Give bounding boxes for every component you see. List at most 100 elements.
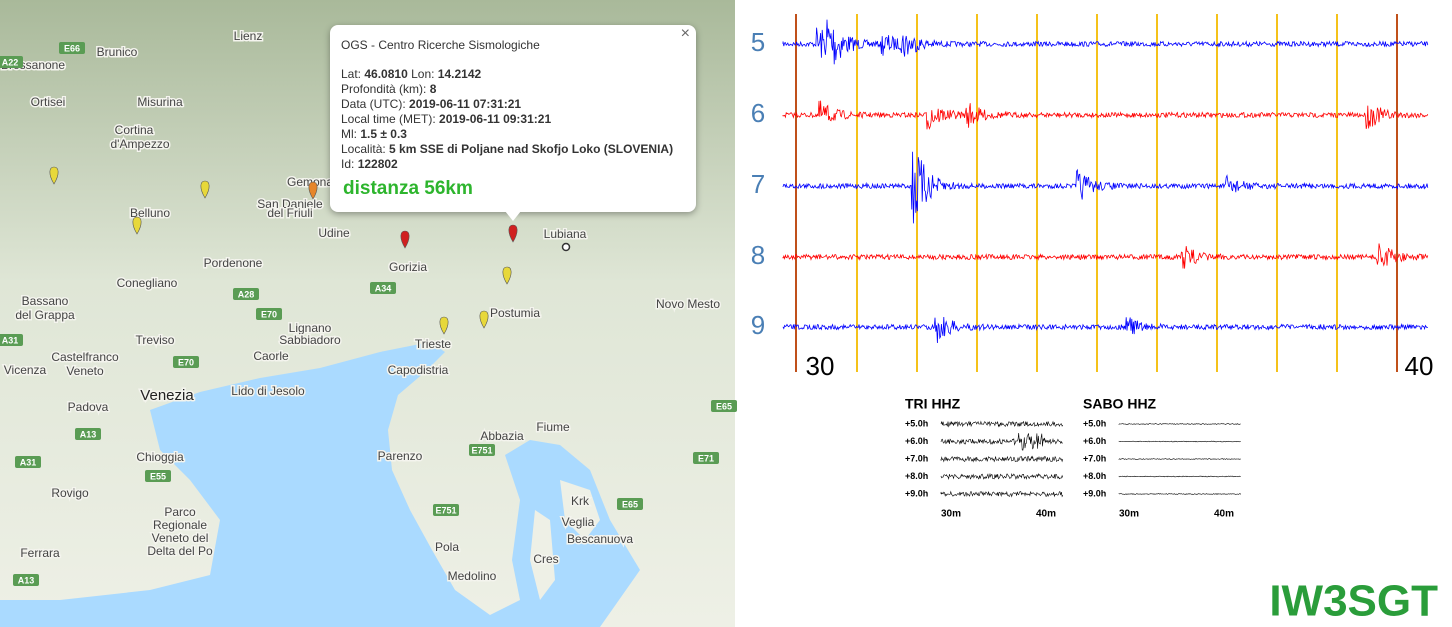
road-label: A31: [20, 457, 37, 467]
road-label: E71: [698, 453, 714, 463]
field-value: 8: [429, 82, 437, 96]
road-shield: [693, 452, 719, 464]
panel-waveform: [940, 472, 1064, 480]
place-label: del Grappa: [15, 308, 75, 322]
panel-row-label: +7.0h: [905, 453, 928, 463]
place-label: Gorizia: [389, 260, 427, 274]
event-marker: [502, 266, 512, 285]
popup-field: Local time (MET): 2019-06-11 09:31:21: [341, 112, 673, 127]
road-shield: [711, 400, 737, 412]
place-label: Novo Mesto: [656, 297, 720, 311]
map-sea: [0, 342, 640, 627]
panel-x-label: 40m: [1036, 509, 1056, 520]
place-label: Sabbiadoro: [279, 333, 341, 347]
place-label: Treviso: [136, 333, 175, 347]
city-marker: [561, 242, 571, 252]
panel-row-label: +8.0h: [905, 471, 928, 481]
road-shield: [617, 498, 643, 510]
popup-field: Località: 5 km SSE di Poljane nad Skofjo…: [341, 142, 673, 157]
field-label: Località:: [341, 142, 386, 156]
event-marker: [439, 316, 449, 335]
road-label: A13: [18, 575, 35, 585]
panel-waveform: [1118, 440, 1241, 443]
waveform: [782, 151, 1429, 224]
place-label: Cortina: [115, 123, 154, 137]
road-label: E751: [435, 505, 456, 515]
popup-title: OGS - Centro Ricerche Sismologiche: [341, 38, 540, 52]
place-label: Postumia: [490, 306, 540, 320]
field-label: Profondità (km):: [341, 82, 427, 96]
place-label: Fiume: [536, 420, 570, 434]
road-shield: [233, 288, 259, 300]
waveform: [782, 19, 1429, 65]
road-shield: [256, 308, 282, 320]
panel-waveform: [1118, 493, 1242, 495]
place-label: Cres: [533, 552, 558, 566]
popup-field: Lat: 46.0810 Lon: 14.2142: [341, 67, 673, 82]
place-label: Misurina: [137, 95, 183, 109]
place-label: Conegliano: [117, 276, 178, 290]
place-label: Ortisei: [31, 95, 66, 109]
panel-waveform: [940, 432, 1063, 451]
road-label: E70: [261, 309, 277, 319]
place-label: Lido di Jesolo: [231, 384, 305, 398]
row-label: 5: [751, 27, 765, 57]
field-value: 14.2142: [437, 67, 482, 81]
place-label: Abbazia: [480, 429, 524, 443]
place-label: Vicenza: [4, 363, 47, 377]
place-label: Chioggia: [136, 450, 184, 464]
road-label: E751: [471, 445, 492, 455]
place-label: del Friuli: [267, 206, 312, 220]
road-shield: [433, 504, 459, 516]
event-marker: [132, 216, 142, 235]
place-label: Lignano: [289, 321, 332, 335]
field-value: 122802: [357, 157, 398, 171]
row-label: 8: [751, 240, 765, 270]
popup: OGS - Centro Ricerche Sismologiche Lat: …: [330, 25, 696, 212]
seismo-bg: [735, 0, 1452, 627]
field-value: 5 km SSE di Poljane nad Skofjo Loko (SLO…: [389, 142, 674, 156]
panel-row-label: +6.0h: [1083, 436, 1106, 446]
panel-row-label: +9.0h: [905, 488, 928, 498]
field-value: 1.5 ± 0.3: [360, 127, 407, 141]
road-shield: [59, 42, 85, 54]
road-shield: [173, 356, 199, 368]
panel-row-label: +9.0h: [1083, 488, 1106, 498]
panel-waveform: [1118, 475, 1241, 478]
place-label: Ferrara: [20, 546, 60, 560]
road-shield: [15, 456, 41, 468]
road-shield: [0, 334, 23, 346]
event-marker: [200, 180, 210, 199]
place-label: Krk: [571, 494, 590, 508]
place-label: Lienz: [234, 29, 263, 43]
panel-x-label: 40m: [1214, 509, 1234, 520]
field-label: Lon:: [411, 67, 435, 81]
road-label: A22: [2, 57, 19, 67]
waveform: [782, 100, 1429, 130]
row-label: 7: [751, 169, 765, 199]
close-button[interactable]: ×: [680, 25, 690, 42]
map-island: [560, 480, 600, 540]
panel-waveform: [1118, 423, 1241, 425]
place-label: Delta del Po: [147, 544, 213, 558]
road-label: A34: [375, 283, 392, 293]
popup-field: Ml: 1.5 ± 0.3: [341, 127, 673, 142]
road-shield: [370, 282, 396, 294]
popup-fields: Lat: 46.0810 Lon: 14.2142 Profondità (km…: [341, 67, 673, 172]
place-label: Veneto del: [152, 531, 209, 545]
popup-field: Id: 122802: [341, 157, 673, 172]
place-label: Parco: [164, 505, 196, 519]
popup-distance: distanza 56km: [343, 178, 473, 199]
panel-row-label: +6.0h: [905, 436, 928, 446]
callsign: IW3SGT: [1269, 577, 1438, 626]
panel-waveform: [940, 490, 1064, 498]
panel-row-label: +7.0h: [1083, 453, 1106, 463]
place-label: Medolino: [448, 569, 497, 583]
road-shield: [0, 56, 23, 68]
place-label: Veglia: [562, 515, 595, 529]
panel-x-label: 30m: [941, 509, 961, 520]
place-label: Rovigo: [51, 486, 89, 500]
panel-x-label: 30m: [1119, 509, 1139, 520]
waveform: [782, 243, 1429, 269]
field-label: Id:: [341, 157, 355, 171]
